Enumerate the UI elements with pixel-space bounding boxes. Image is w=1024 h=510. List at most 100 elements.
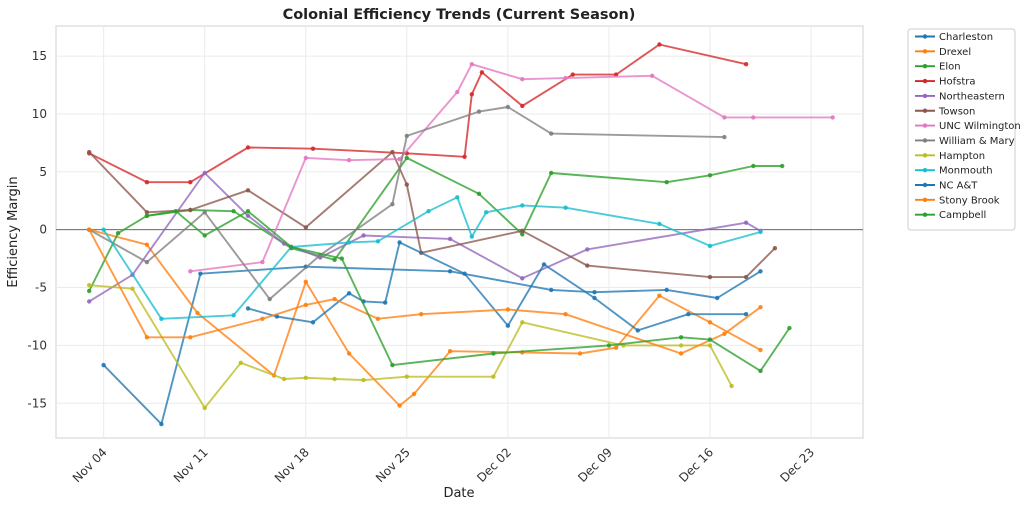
data-point xyxy=(245,306,251,311)
data-point xyxy=(563,312,568,317)
legend-marker xyxy=(922,49,928,54)
x-tick-label: Nov 18 xyxy=(272,445,312,485)
data-point xyxy=(455,195,460,200)
data-point xyxy=(144,335,150,340)
legend-label: Hofstra xyxy=(939,77,976,88)
legend-marker xyxy=(922,63,928,69)
data-point xyxy=(260,316,265,321)
series-line-hofstra xyxy=(88,43,747,184)
series-hampton xyxy=(87,283,734,411)
data-point xyxy=(613,72,619,77)
data-point xyxy=(707,173,713,178)
y-tick-label: 5 xyxy=(39,165,47,179)
data-point xyxy=(657,293,662,298)
data-point xyxy=(577,351,583,356)
data-point xyxy=(188,335,193,340)
data-point xyxy=(361,377,366,383)
data-point xyxy=(491,374,496,379)
data-point xyxy=(303,225,308,230)
series-northeastern xyxy=(87,170,763,304)
legend-label: William & Mary xyxy=(939,136,1015,147)
legend-item: William & Mary xyxy=(915,136,1015,147)
legend-marker xyxy=(922,123,928,128)
legend-marker xyxy=(922,108,928,113)
data-point xyxy=(476,191,482,196)
data-point xyxy=(303,375,308,380)
data-point xyxy=(245,209,251,214)
x-tick-label: Dec 09 xyxy=(575,445,615,485)
legend-label: Northeastern xyxy=(939,91,1005,102)
data-point xyxy=(830,115,835,120)
series-monmouth xyxy=(101,195,763,321)
data-point xyxy=(664,287,669,293)
data-point xyxy=(339,256,344,261)
data-point xyxy=(787,325,792,331)
y-tick-label: -15 xyxy=(27,396,47,410)
data-point xyxy=(722,134,727,140)
data-point xyxy=(101,362,106,368)
data-point xyxy=(491,351,496,356)
data-point xyxy=(404,374,409,379)
data-point xyxy=(245,213,251,218)
data-point xyxy=(245,145,251,150)
data-point xyxy=(664,180,669,185)
data-point xyxy=(563,75,568,81)
data-point xyxy=(390,149,395,155)
data-point xyxy=(144,259,150,265)
data-point xyxy=(678,343,684,348)
y-axis-label: Efficiency Margin xyxy=(6,176,21,287)
legend-label: Drexel xyxy=(939,47,971,58)
data-point xyxy=(346,291,352,296)
x-tick-label: Dec 23 xyxy=(777,445,817,485)
y-tick-label: 15 xyxy=(32,49,47,63)
data-point xyxy=(678,351,684,356)
legend-label: NC A&T xyxy=(939,181,978,192)
x-axis-label: Date xyxy=(443,486,474,501)
data-point xyxy=(310,146,316,151)
data-point xyxy=(678,335,684,340)
data-point xyxy=(455,89,460,95)
data-point xyxy=(87,227,92,232)
legend-item: Campbell xyxy=(915,210,986,221)
data-point xyxy=(751,115,756,120)
data-point xyxy=(447,349,453,354)
data-point xyxy=(346,351,352,356)
data-point xyxy=(592,290,597,295)
data-point xyxy=(469,92,474,97)
x-tick-label: Dec 16 xyxy=(676,445,716,485)
data-point xyxy=(397,403,402,408)
data-point xyxy=(505,323,511,328)
data-point xyxy=(332,296,337,302)
data-point xyxy=(484,210,489,215)
legend-item: Towson xyxy=(915,106,975,117)
legend-marker xyxy=(922,197,928,203)
data-point xyxy=(390,362,395,368)
legend-marker xyxy=(922,212,928,217)
data-point xyxy=(743,312,749,317)
data-point xyxy=(758,368,763,374)
series-campbell xyxy=(144,209,792,374)
data-point xyxy=(346,240,352,245)
x-tick-label: Nov 25 xyxy=(373,445,413,485)
data-point xyxy=(202,170,207,176)
legend-label: Charleston xyxy=(939,32,993,43)
data-point xyxy=(707,274,713,280)
legend-label: UNC Wilmington xyxy=(939,121,1021,132)
chart-title: Colonial Efficiency Trends (Current Seas… xyxy=(283,7,636,23)
data-point xyxy=(267,296,272,302)
data-point xyxy=(520,103,525,109)
series-line-nc-a-t xyxy=(247,241,747,332)
data-point xyxy=(130,286,135,291)
series-charleston xyxy=(101,264,763,427)
legend-label: Hampton xyxy=(939,151,985,162)
data-point xyxy=(715,295,720,301)
data-point xyxy=(303,302,308,308)
data-point xyxy=(476,109,482,114)
y-tick-label: -10 xyxy=(27,338,47,352)
legend-label: Stony Brook xyxy=(939,195,1000,206)
legend-item: Stony Brook xyxy=(915,195,1000,206)
data-point xyxy=(404,155,409,161)
data-point xyxy=(613,345,619,350)
data-point xyxy=(520,77,525,82)
data-point xyxy=(743,220,749,225)
